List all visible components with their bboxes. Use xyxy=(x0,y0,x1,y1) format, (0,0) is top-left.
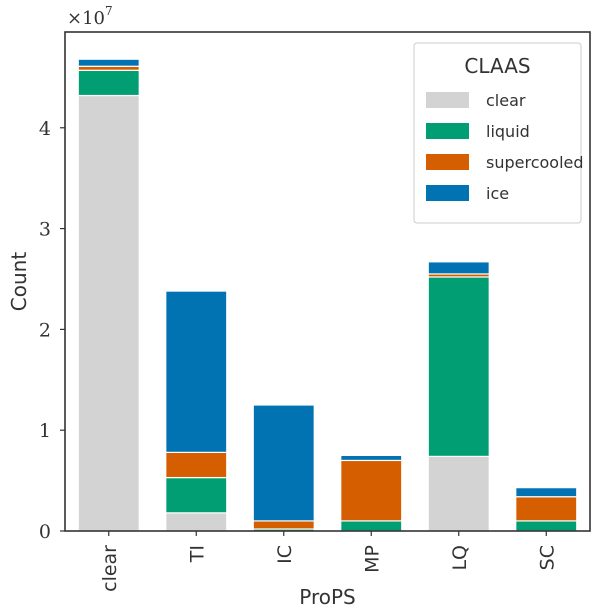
plot-frame xyxy=(64,31,591,532)
x-tick-label-ic: IC xyxy=(274,545,296,564)
bar-clear-ice xyxy=(77,58,140,67)
x-tick-label-ti: TI xyxy=(186,545,208,563)
y-tick-label: 3 xyxy=(39,219,51,241)
x-tick-label-sc: SC xyxy=(536,545,558,570)
y-tick-label: 1 xyxy=(39,420,51,442)
legend-box xyxy=(413,42,582,224)
bar-ic-supercooled xyxy=(252,520,315,530)
bar-lq-liquid xyxy=(427,276,490,458)
bar-mp-supercooled xyxy=(340,459,403,522)
bars-layer xyxy=(77,58,578,532)
legend-title: CLAAS xyxy=(464,54,530,78)
y-multiplier-base: ×10 xyxy=(67,8,105,29)
y-multiplier-exponent: 7 xyxy=(105,4,113,18)
bar-lq-ice xyxy=(427,261,490,275)
bar-sc-ice xyxy=(515,487,578,498)
x-tick-label-clear: clear xyxy=(99,545,121,592)
y-multiplier: ×107 xyxy=(67,4,113,29)
bar-lq-clear xyxy=(427,455,490,532)
y-axis-label: Count xyxy=(7,252,31,312)
legend-label-clear: clear xyxy=(486,91,526,110)
bar-sc-liquid xyxy=(515,520,578,532)
y-tick-label: 4 xyxy=(39,118,51,140)
bar-clear-clear xyxy=(77,94,140,532)
bar-ti-clear xyxy=(165,512,228,532)
legend-label-ice: ice xyxy=(486,184,509,203)
legend-label-liquid: liquid xyxy=(486,122,530,141)
bar-clear-supercooled xyxy=(77,65,140,71)
legend-swatch-clear xyxy=(426,92,469,108)
x-ticks: clear TI IC MP LQ SC xyxy=(99,531,558,592)
x-tick-label-lq: LQ xyxy=(449,545,471,571)
legend-swatch-ice xyxy=(426,185,469,201)
legend-label-supercooled: supercooled xyxy=(486,153,584,172)
legend-swatch-supercooled xyxy=(426,154,469,170)
bar-sc-supercooled xyxy=(515,496,578,522)
legend-swatch-liquid xyxy=(426,123,469,139)
x-axis-label: ProPS xyxy=(299,585,355,609)
bar-ti-liquid xyxy=(165,476,228,514)
bar-mp-liquid xyxy=(340,520,403,532)
bar-mp-ice xyxy=(340,454,403,462)
bar-ti-ice xyxy=(165,290,228,453)
x-tick-label-mp: MP xyxy=(361,545,383,573)
legend-items: clear liquid supercooled ice xyxy=(426,91,584,203)
y-tick-label: 0 xyxy=(39,521,51,543)
y-tick-label: 2 xyxy=(39,319,51,341)
y-ticks: 0 1 2 3 4 xyxy=(39,118,65,543)
bar-ti-supercooled xyxy=(165,451,228,479)
bar-ic-ice xyxy=(252,404,315,522)
legend: CLAAS clear liquid supercooled ice xyxy=(413,42,584,224)
bar-clear-liquid xyxy=(77,69,140,97)
